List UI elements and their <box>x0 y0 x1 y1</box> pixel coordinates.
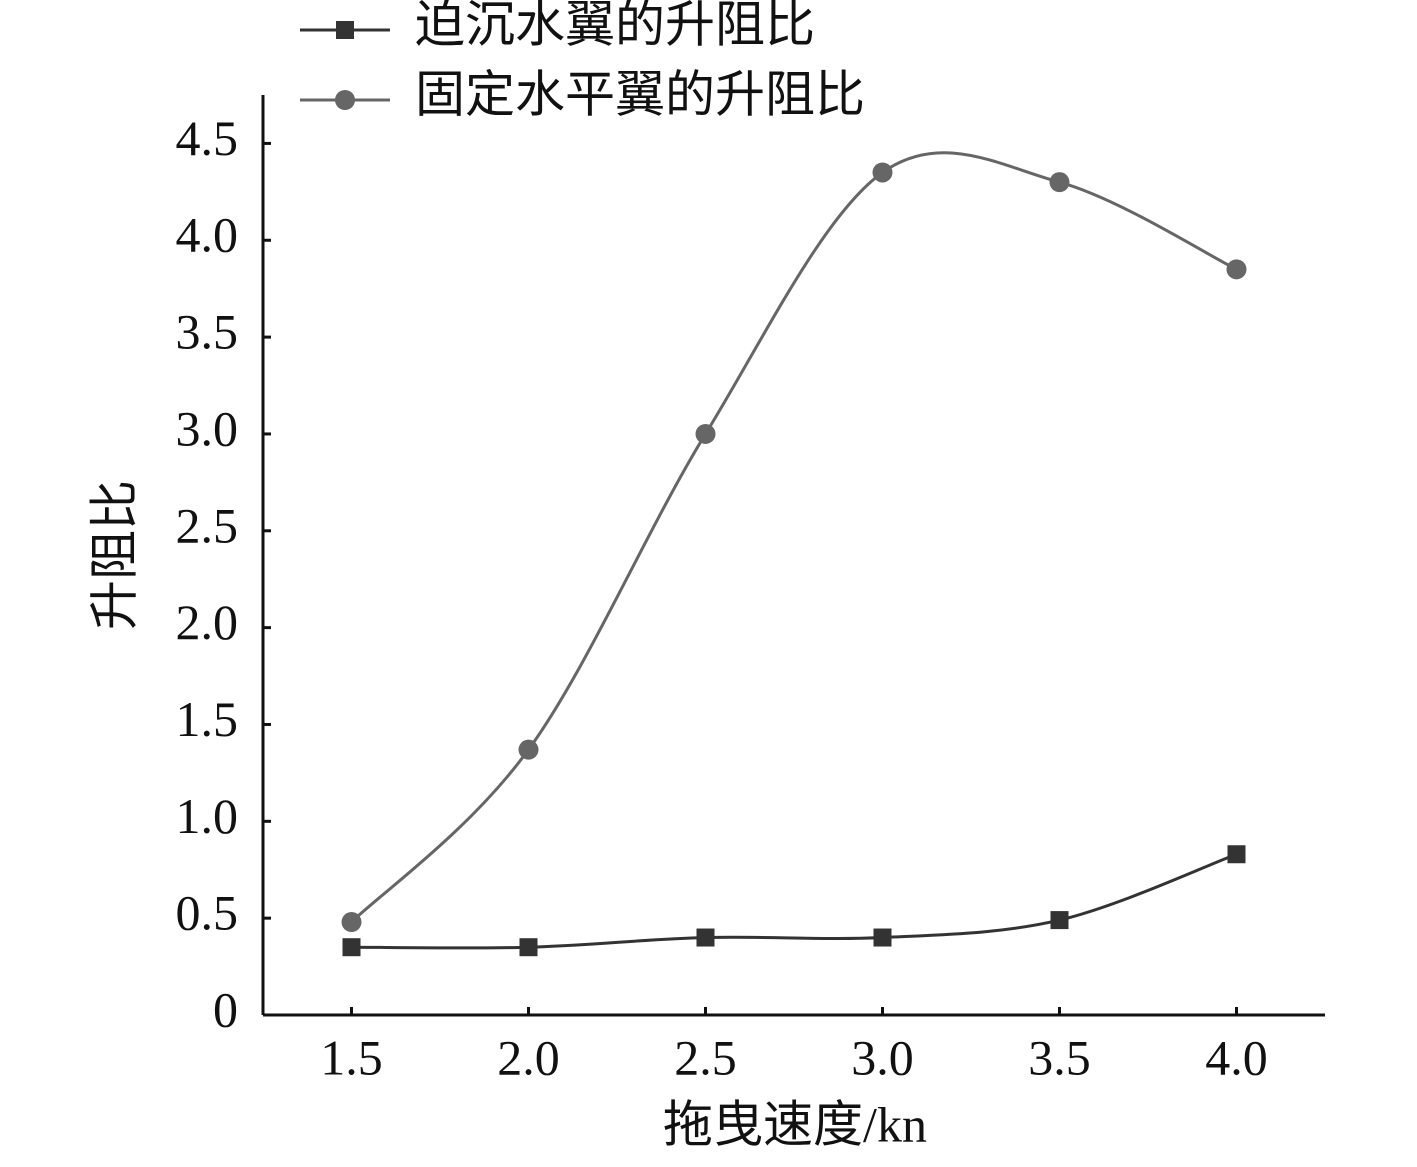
x-tick-label: 4.0 <box>1205 1029 1268 1085</box>
x-tick-label: 1.5 <box>320 1029 383 1085</box>
x-tick-label: 2.5 <box>674 1029 737 1085</box>
data-point <box>695 423 716 444</box>
y-tick-label: 3.5 <box>176 304 239 360</box>
series-line <box>351 852 1238 950</box>
data-point <box>1050 911 1069 930</box>
data-point <box>519 938 538 957</box>
y-tick-label: 3.0 <box>176 400 239 456</box>
data-point <box>342 938 361 957</box>
y-tick-label: 0 <box>213 981 238 1037</box>
y-tick-label: 1.5 <box>176 691 239 747</box>
legend-marker <box>336 21 354 39</box>
legend-label: 固定水平翼的升阻比 <box>415 66 865 122</box>
data-point <box>872 162 893 183</box>
legend-label: 迫沉水翼的升阻比 <box>415 0 815 52</box>
x-tick-label: 3.0 <box>851 1029 914 1085</box>
x-axis-label: 拖曳速度/kn <box>663 1096 927 1152</box>
x-tick-label: 3.5 <box>1028 1029 1091 1085</box>
y-tick-label: 2.5 <box>176 497 239 553</box>
y-tick-label: 1.0 <box>176 788 239 844</box>
series-line <box>350 151 1238 924</box>
y-tick-label: 4.0 <box>176 207 239 263</box>
data-point <box>341 912 362 933</box>
data-point <box>1227 845 1246 864</box>
y-tick-label: 2.0 <box>176 594 239 650</box>
data-point <box>1049 172 1070 193</box>
data-point <box>1226 259 1247 280</box>
y-axis-label: 升阻比 <box>86 480 142 630</box>
y-tick-label: 4.5 <box>176 110 239 166</box>
x-tick-label: 2.0 <box>497 1029 560 1085</box>
data-point <box>696 928 715 947</box>
legend-marker <box>335 90 355 110</box>
data-point <box>873 928 892 947</box>
data-point <box>518 739 539 760</box>
y-tick-label: 0.5 <box>176 885 239 941</box>
